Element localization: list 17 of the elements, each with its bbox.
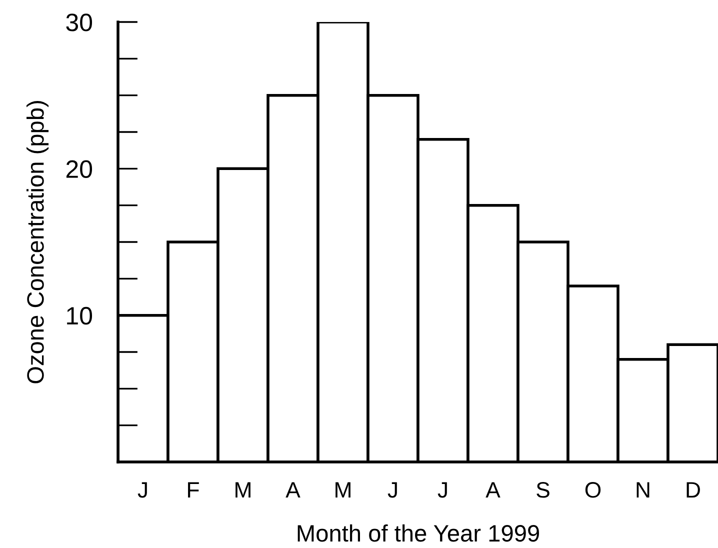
x-tick-label: J xyxy=(138,482,147,498)
x-tick-label: M xyxy=(236,482,250,498)
x-tick-label: N xyxy=(636,482,650,498)
x-tick-label: O xyxy=(585,482,601,498)
x-tick-label: S xyxy=(536,482,550,498)
x-tick-label: J xyxy=(438,482,447,498)
x-tick-label: A xyxy=(286,482,300,498)
x-tick-label: A xyxy=(486,482,500,498)
x-axis-title: Month of the Year 1999 xyxy=(298,524,539,542)
y-tick-label: 30 xyxy=(66,14,92,32)
y-tick-label: 10 xyxy=(67,306,92,325)
x-tick-label: J xyxy=(388,482,397,498)
y-tick-label: 20 xyxy=(66,160,92,178)
x-tick-label: M xyxy=(336,482,350,498)
y-axis-title: Ozone Concentration (ppb) xyxy=(26,101,49,384)
x-tick-label: D xyxy=(686,482,700,498)
x-tick-label: F xyxy=(188,482,199,498)
